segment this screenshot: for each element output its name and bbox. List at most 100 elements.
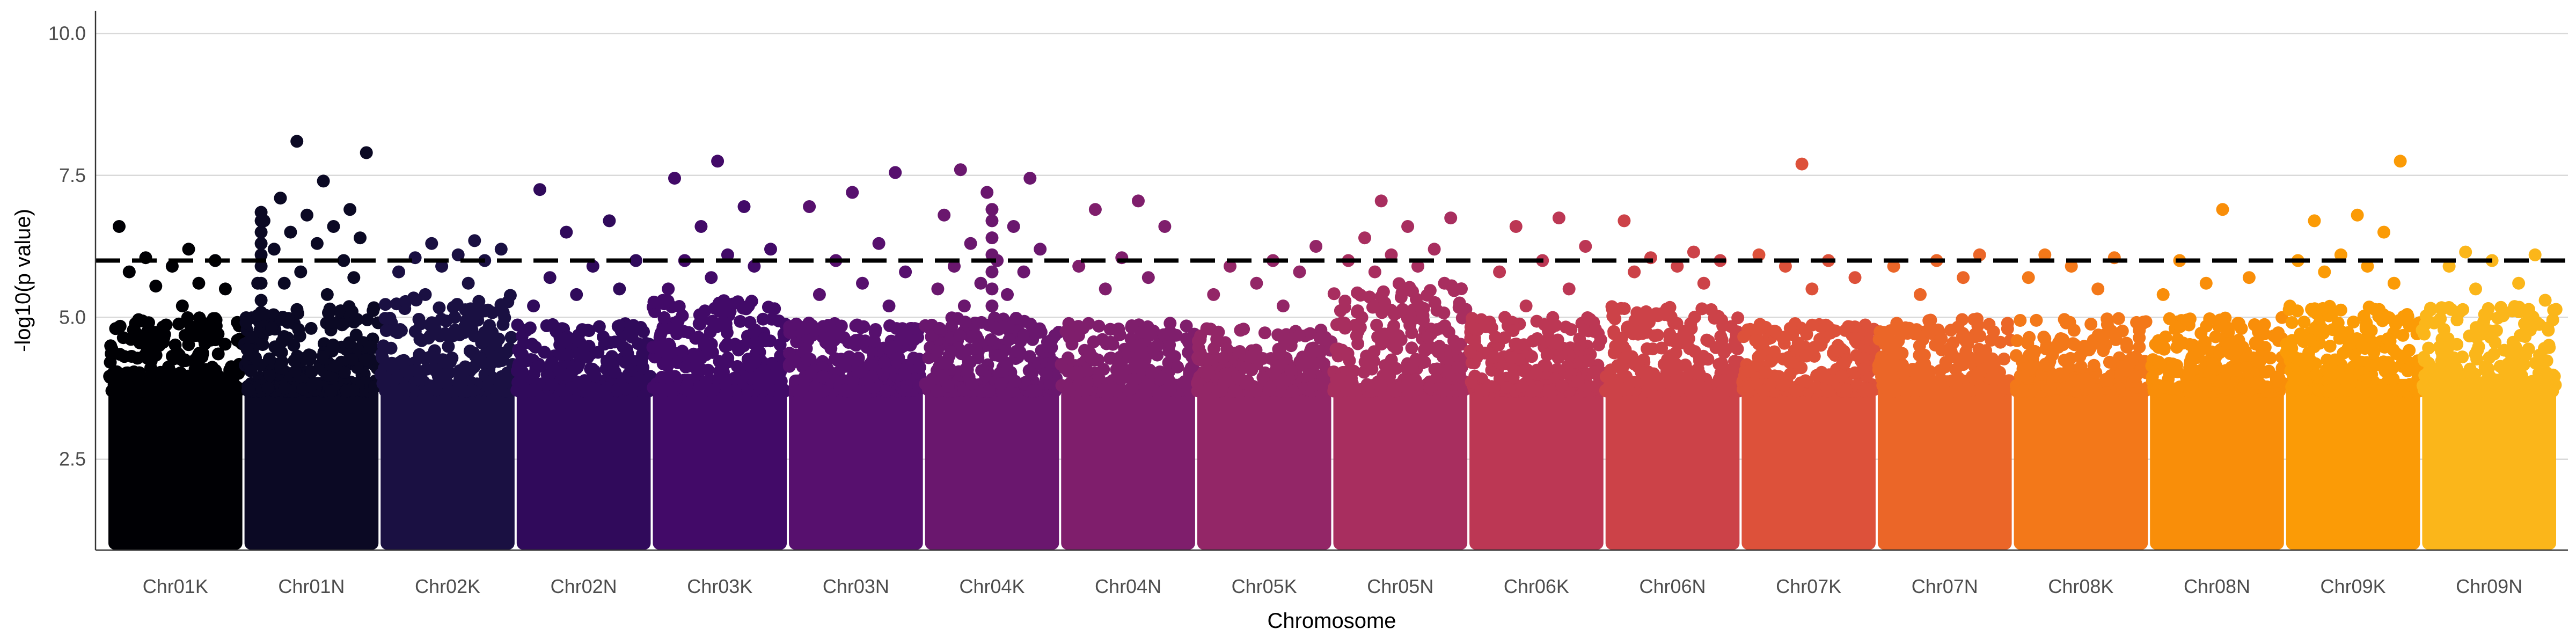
data-point: [2157, 341, 2171, 354]
data-point: [306, 377, 319, 391]
data-point: [1437, 306, 1451, 320]
data-point: [868, 334, 881, 348]
data-point: [1334, 304, 1347, 317]
y-tick-label: 7.5: [59, 164, 86, 186]
data-point: [2371, 358, 2384, 371]
data-point: [292, 323, 305, 336]
peak-point: [1628, 265, 1641, 279]
data-point: [975, 316, 988, 329]
data-point: [1026, 367, 1039, 380]
data-point: [2418, 327, 2431, 341]
data-point: [1731, 311, 1745, 325]
data-point: [1249, 384, 1263, 398]
x-tick-label: Chr09N: [2456, 575, 2522, 597]
data-point: [636, 361, 650, 374]
data-point: [1023, 350, 1036, 363]
data-point: [2272, 375, 2285, 388]
data-point: [2472, 340, 2485, 354]
data-point: [679, 360, 692, 374]
data-point: [2249, 336, 2262, 349]
x-tick-label: Chr06N: [1639, 575, 1706, 597]
peak-point: [1552, 211, 1565, 225]
peak-point: [764, 243, 777, 256]
data-point: [2025, 384, 2038, 397]
peak-point: [1358, 231, 1371, 245]
data-point: [1994, 335, 2007, 349]
data-point: [389, 325, 402, 338]
data-point: [838, 360, 852, 373]
data-point: [1675, 371, 1689, 384]
data-point: [1269, 364, 1283, 377]
peak-point: [254, 248, 268, 261]
x-axis-ticks: Chr01K Chr01N Chr02K Chr02N Chr03K Chr03N Chr0…: [143, 575, 2522, 597]
data-point: [1531, 332, 1544, 345]
data-point: [751, 342, 764, 355]
data-point: [993, 367, 1006, 380]
data-point: [261, 381, 275, 394]
data-point: [706, 346, 719, 359]
data-point: [1280, 335, 1293, 348]
peak-column: [254, 206, 268, 307]
data-point: [427, 350, 440, 364]
data-point: [2221, 337, 2234, 350]
data-point: [1233, 372, 1246, 386]
data-point: [533, 360, 546, 373]
data-point: [850, 339, 863, 352]
data-point: [953, 329, 967, 342]
peak-point: [2091, 282, 2105, 296]
data-point: [1911, 384, 1924, 397]
data-point: [1795, 361, 1808, 375]
data-point: [1842, 320, 1855, 333]
data-point: [523, 321, 537, 334]
data-point: [1001, 321, 1014, 335]
data-point: [2084, 341, 2097, 354]
data-point: [347, 384, 360, 397]
data-point: [1466, 312, 1479, 325]
data-point: [1582, 354, 1595, 368]
data-point: [1258, 326, 1271, 340]
peak-point: [1141, 271, 1155, 284]
peak-point: [613, 282, 626, 296]
data-point: [275, 335, 289, 348]
peak-point: [2538, 294, 2552, 307]
series-Chr02K: [374, 234, 521, 550]
data-point: [2305, 303, 2318, 316]
point-cloud: [1197, 381, 1331, 550]
data-point: [173, 352, 187, 365]
data-point: [218, 338, 232, 351]
data-point: [2347, 348, 2361, 362]
data-point: [1800, 327, 1813, 341]
data-point: [2253, 355, 2266, 368]
data-point: [1951, 320, 1965, 334]
data-point: [324, 384, 338, 397]
peak-point: [1224, 260, 1236, 273]
data-point: [1474, 384, 1487, 397]
data-point: [302, 350, 316, 363]
data-point: [817, 320, 830, 333]
data-point: [448, 311, 462, 324]
data-point: [2120, 340, 2133, 354]
data-point: [1181, 381, 1194, 394]
data-point: [2248, 318, 2262, 332]
data-point: [1430, 362, 1444, 376]
data-point: [496, 306, 510, 319]
data-point: [1894, 357, 1908, 370]
data-point: [2543, 341, 2556, 354]
data-point: [1055, 358, 1068, 371]
data-point: [2387, 372, 2400, 385]
data-point: [1354, 289, 1367, 302]
data-point: [1468, 356, 1481, 370]
peak-point: [310, 237, 324, 250]
data-point: [1217, 352, 1230, 365]
data-point: [1549, 319, 1562, 332]
data-point: [1613, 380, 1626, 394]
data-point: [2540, 354, 2553, 368]
peak-point: [560, 225, 573, 239]
point-cloud: [1877, 375, 2012, 550]
data-point: [1168, 350, 1181, 363]
data-point: [939, 357, 952, 371]
peak-point: [694, 220, 708, 233]
data-point: [131, 352, 144, 365]
peak-point: [2512, 276, 2526, 290]
